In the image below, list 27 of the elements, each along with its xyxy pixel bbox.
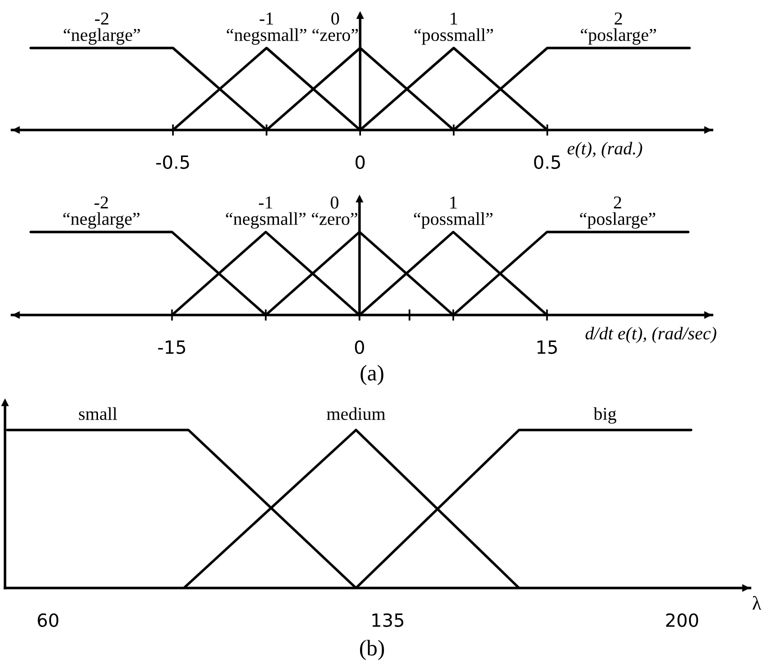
x-axis-title: d/dt e(t), (rad/sec): [586, 326, 716, 344]
series-label: big: [594, 407, 616, 424]
series-label: 2 “poslarge”: [580, 12, 656, 45]
text: (a): [360, 364, 384, 386]
x-tick-label: 0: [356, 155, 365, 169]
legend-label: 0 “zero”: [312, 12, 358, 42]
text: (b): [360, 640, 384, 660]
x-tick-label: 200: [666, 613, 698, 627]
series-label: medium: [326, 407, 386, 420]
x-tick-label: 60: [38, 613, 58, 627]
x-axis-title: e(t), (rad.): [568, 142, 642, 158]
series-label: -1 “negsmall”: [226, 196, 306, 229]
x-tick-label: 0: [354, 340, 364, 354]
series-label: -1 “negsmall”: [226, 12, 306, 45]
x-tick-label: -0.5: [156, 155, 189, 169]
series-label: 2 “poslarge”: [580, 196, 656, 229]
series-label: small: [79, 407, 118, 420]
series-label: -2 “neglarge”: [64, 12, 140, 45]
x-tick-label: 15: [537, 340, 557, 354]
x-tick-label: -15: [158, 340, 186, 354]
x-axis-title: λ: [752, 596, 762, 610]
legend-label: 0 “zero”: [312, 196, 358, 226]
series-label: 1 “possmall”: [414, 196, 492, 229]
series-label: 1 “possmall”: [414, 12, 493, 45]
series-label: -2 “neglarge”: [63, 196, 140, 229]
x-tick-label: 135: [372, 613, 404, 627]
x-tick-label: 0.5: [534, 155, 560, 169]
